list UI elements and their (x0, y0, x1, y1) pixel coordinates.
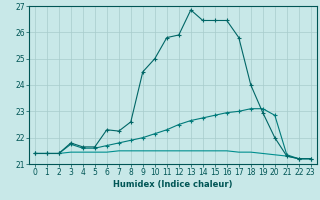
X-axis label: Humidex (Indice chaleur): Humidex (Indice chaleur) (113, 180, 233, 189)
